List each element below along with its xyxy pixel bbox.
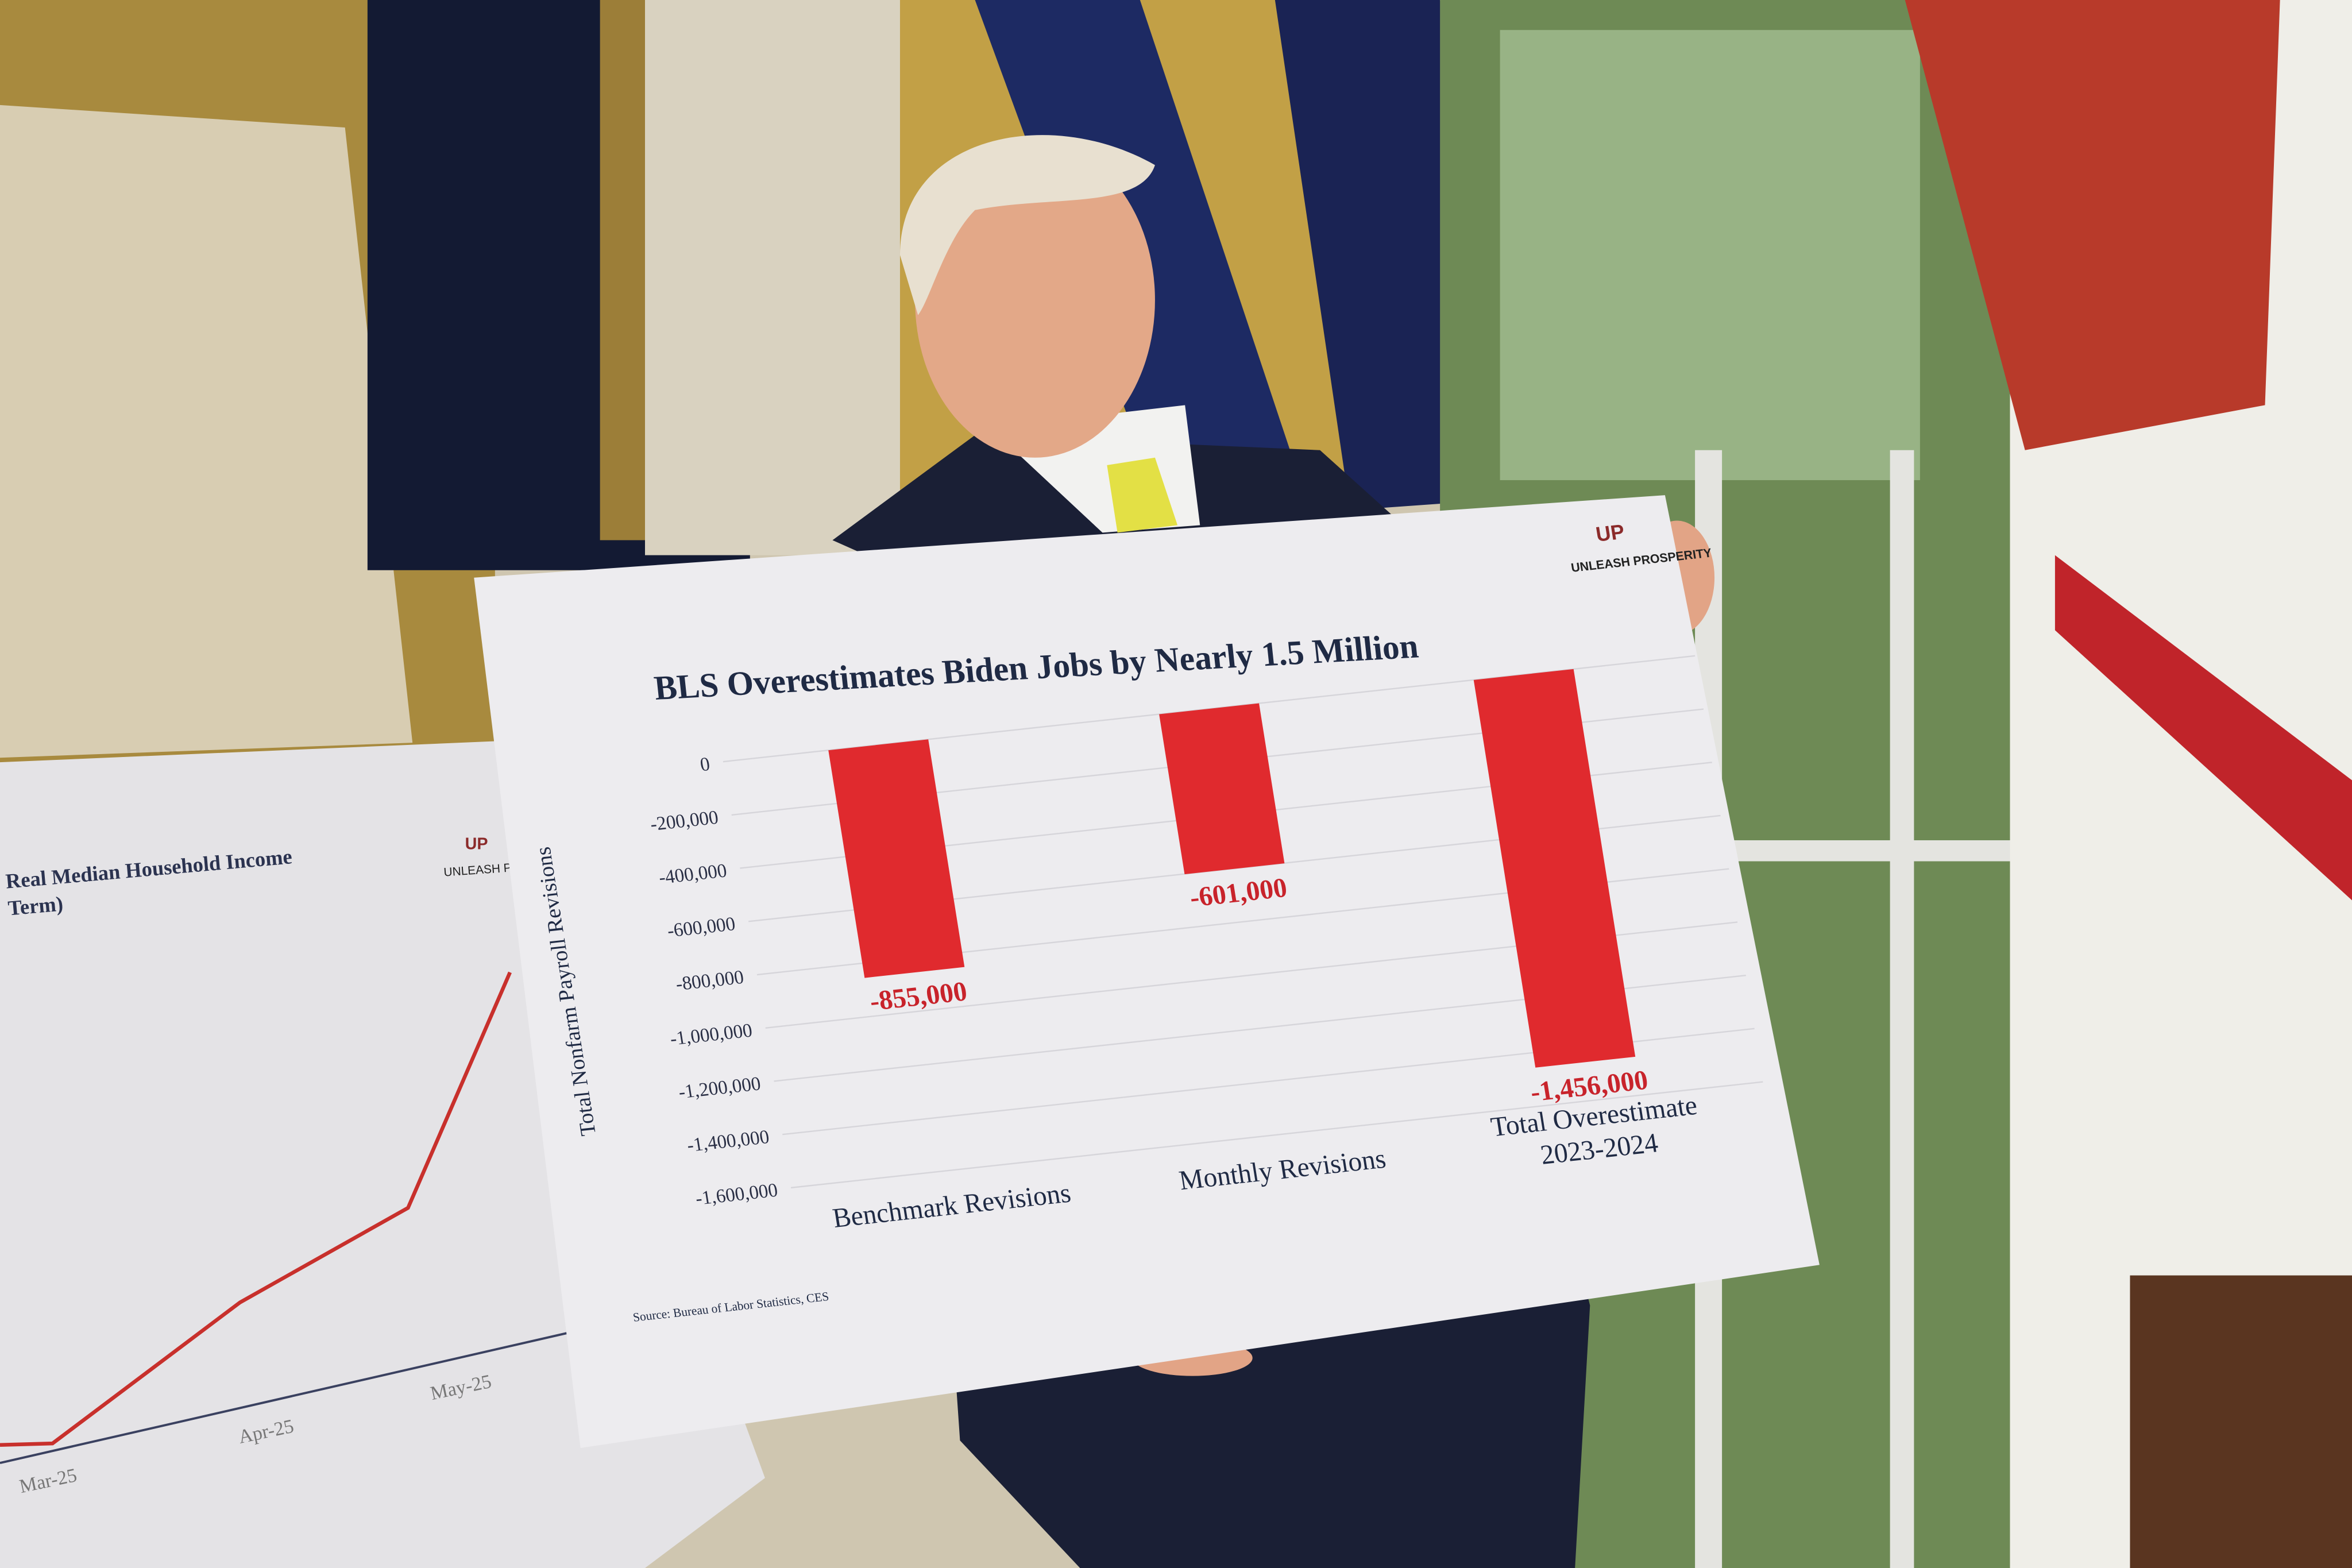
yellow-tie <box>1107 457 1178 533</box>
left-x-axis <box>0 1331 570 1465</box>
flag-streamers <box>1905 0 2280 450</box>
left-data-line <box>0 971 512 1447</box>
main-chart-board: BLS Overestimates Biden Jobs by Nearly 1… <box>474 495 1820 1449</box>
bar <box>1159 703 1285 875</box>
left-logo-mark: UP <box>465 835 488 853</box>
face <box>915 142 1155 458</box>
logo-mark: UP <box>1594 520 1626 546</box>
bar <box>828 739 965 978</box>
hair <box>899 135 1155 315</box>
desk <box>2130 1275 2352 1568</box>
window-light <box>1500 30 1920 480</box>
left-chart-subtitle: Term) <box>7 891 64 920</box>
bar <box>1473 669 1636 1068</box>
y-tick-label: 0 <box>698 754 711 776</box>
army-flag-banner <box>2054 555 2352 901</box>
gridline <box>790 1081 1763 1189</box>
bars: -855,000-601,000-1,456,000 <box>828 669 1650 1107</box>
declaration-document <box>0 105 413 758</box>
window-frame <box>1890 450 1914 1568</box>
